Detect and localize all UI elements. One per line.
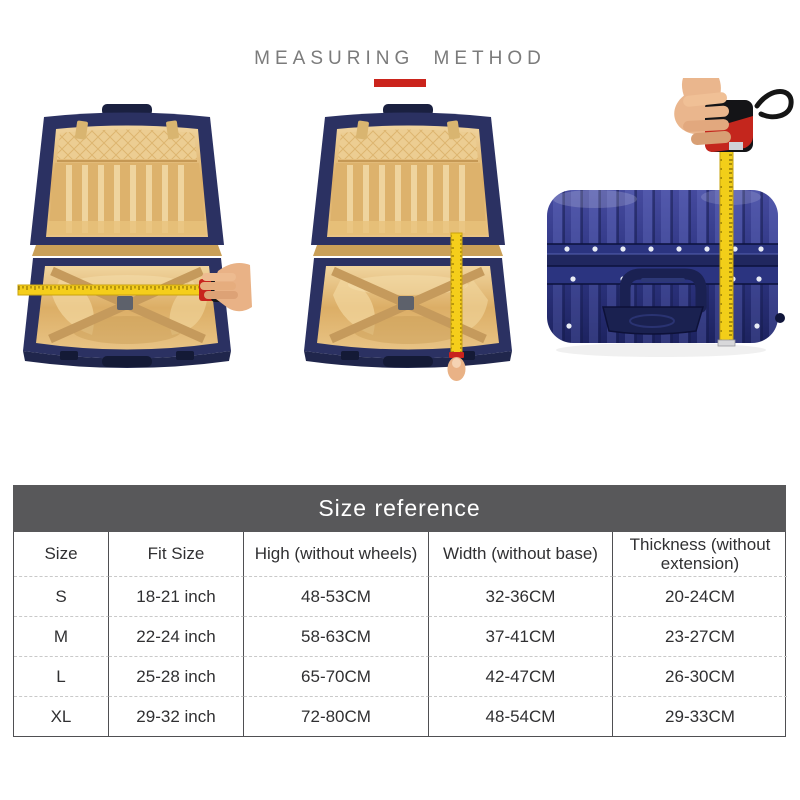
table-title: Size reference bbox=[13, 485, 786, 532]
table-cell: 48-54CM bbox=[429, 696, 613, 736]
hand-holding-tape-measure bbox=[674, 78, 794, 152]
col-header-width: Width (without base) bbox=[429, 532, 613, 576]
table-cell: 29-32 inch bbox=[109, 696, 244, 736]
row-label: M bbox=[14, 616, 109, 656]
closed-case-body bbox=[547, 190, 785, 343]
table-cell: 26-30CM bbox=[613, 656, 787, 696]
table-cell: 20-24CM bbox=[613, 576, 787, 616]
suitcase-lid bbox=[30, 104, 224, 245]
table-cell: 72-80CM bbox=[244, 696, 429, 736]
col-header-size: Size bbox=[14, 532, 109, 576]
measuring-tape-vertical bbox=[717, 147, 736, 347]
row-label: S bbox=[14, 576, 109, 616]
hinge-fold bbox=[313, 245, 503, 256]
title-underline-bar bbox=[374, 79, 426, 87]
table-cell: 25-28 inch bbox=[109, 656, 244, 696]
case-handle bbox=[619, 268, 707, 313]
measuring-tape-horizontal bbox=[17, 284, 205, 296]
hand-with-tape-body bbox=[199, 263, 252, 312]
table-cell: 65-70CM bbox=[244, 656, 429, 696]
col-header-fit-size: Fit Size bbox=[109, 532, 244, 576]
case-shadow bbox=[556, 343, 766, 357]
table-cell: 18-21 inch bbox=[109, 576, 244, 616]
table-cell: 58-63CM bbox=[244, 616, 429, 656]
open-suitcase-width-photo bbox=[17, 104, 252, 368]
row-label: L bbox=[14, 656, 109, 696]
fingertip bbox=[447, 357, 466, 381]
table-grid: Size Fit Size High (without wheels) Widt… bbox=[13, 532, 787, 737]
closed-suitcase-height-photo bbox=[547, 78, 794, 357]
row-label: XL bbox=[14, 696, 109, 736]
table-cell: 23-27CM bbox=[613, 616, 787, 656]
suitcase-base bbox=[304, 258, 512, 368]
table-cell: 48-53CM bbox=[244, 576, 429, 616]
table-cell: 37-41CM bbox=[429, 616, 613, 656]
trolley-recess bbox=[602, 306, 704, 335]
hinge-fold bbox=[32, 245, 222, 256]
col-header-thickness: Thickness (without extension) bbox=[629, 534, 771, 573]
open-suitcase-depth-photo bbox=[304, 104, 512, 381]
table-cell: 42-47CM bbox=[429, 656, 613, 696]
suitcase-base bbox=[23, 258, 231, 368]
table-cell: 29-33CM bbox=[613, 696, 787, 736]
measuring-tape-vertical bbox=[449, 232, 464, 358]
suitcase-lid bbox=[311, 104, 505, 245]
table-cell: 22-24 inch bbox=[109, 616, 244, 656]
tape-measure-strap bbox=[754, 89, 794, 120]
page-title: MEASURING METHOD bbox=[254, 48, 546, 69]
table-cell: 32-36CM bbox=[429, 576, 613, 616]
size-reference-table: Size reference Size Fit Size High (witho… bbox=[13, 485, 787, 737]
col-header-high: High (without wheels) bbox=[244, 532, 429, 576]
